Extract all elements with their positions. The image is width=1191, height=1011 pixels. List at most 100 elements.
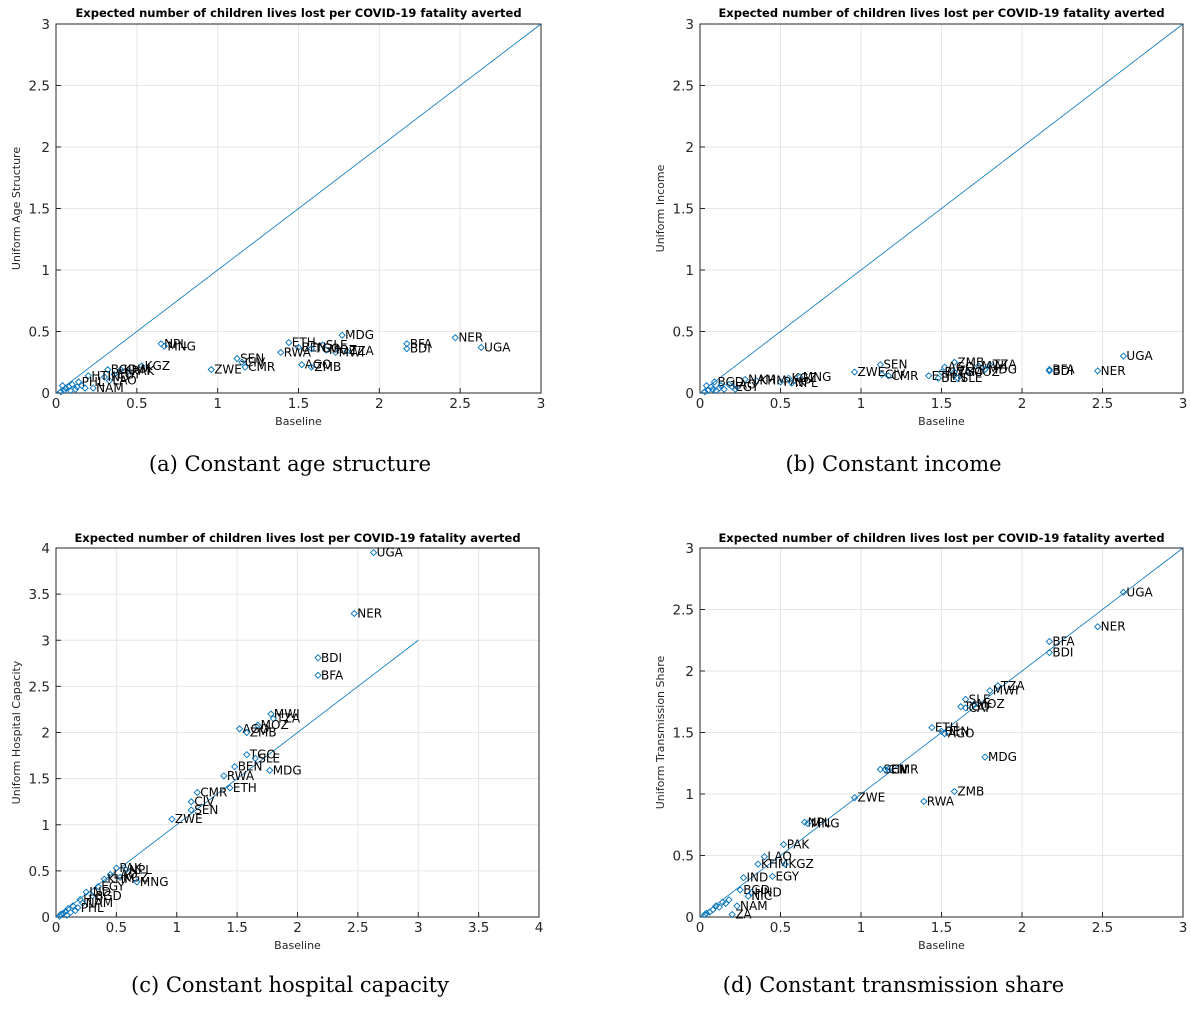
point-label: RWA bbox=[227, 769, 255, 783]
data-point bbox=[878, 370, 886, 379]
point-label: NPL bbox=[164, 337, 187, 351]
data-point bbox=[720, 385, 728, 393]
y-axis-label-b: Uniform Income bbox=[654, 164, 667, 252]
point-label: BFA bbox=[321, 668, 344, 682]
data-point bbox=[981, 365, 989, 374]
point-label: BGD bbox=[111, 363, 138, 377]
point-label: AGO bbox=[948, 727, 975, 741]
x-tick-label: 0.5 bbox=[770, 396, 791, 412]
data-point bbox=[728, 383, 736, 391]
point-label: ETH bbox=[935, 721, 959, 735]
point-label: BDI bbox=[1052, 364, 1073, 378]
point-label: BFA bbox=[410, 337, 433, 351]
point-label: NAM bbox=[748, 372, 776, 386]
data-point bbox=[1119, 588, 1128, 596]
point-label: TZA bbox=[1000, 679, 1026, 693]
point-label: ZMB bbox=[957, 785, 984, 799]
data-point bbox=[55, 912, 64, 920]
x-tick-label: 1 bbox=[857, 920, 866, 936]
data-point bbox=[138, 362, 146, 370]
point-label: ZMB bbox=[250, 726, 277, 740]
x-tick-label: 0 bbox=[52, 396, 61, 412]
x-tick-label: 4 bbox=[535, 920, 544, 936]
x-axis-label-c: Baseline bbox=[274, 939, 321, 952]
x-axis-label-a: Baseline bbox=[275, 415, 322, 428]
x-tick-label: 2.5 bbox=[1092, 920, 1113, 936]
data-point bbox=[739, 874, 748, 882]
point-label: BEN bbox=[941, 371, 966, 385]
point-label: CMR bbox=[891, 762, 918, 776]
data-point bbox=[314, 654, 322, 662]
point-label: PAK bbox=[132, 364, 156, 378]
data-point bbox=[231, 762, 239, 771]
y-tick-label: 2 bbox=[41, 140, 50, 156]
x-tick-label: 0 bbox=[696, 920, 705, 936]
point-label: RWA bbox=[927, 794, 955, 808]
y-tick-label: 0.5 bbox=[673, 849, 694, 865]
point-label: TGO bbox=[313, 342, 340, 356]
y-tick-label: 3 bbox=[41, 633, 50, 649]
chart-title-b: Expected number of children lives lost p… bbox=[718, 6, 1164, 20]
data-point bbox=[722, 899, 730, 908]
point-label: SEN bbox=[194, 803, 218, 817]
caption-b: (b) Constant income bbox=[785, 452, 1002, 476]
point-label: KHM bbox=[124, 363, 151, 377]
point-label: MOZ bbox=[329, 343, 357, 357]
data-point bbox=[133, 878, 141, 886]
x-tick-label: 2 bbox=[1018, 396, 1027, 412]
point-label: UGA bbox=[484, 340, 511, 354]
y-tick-label: 3 bbox=[685, 17, 694, 33]
data-point bbox=[277, 348, 285, 357]
point-label: ZWE bbox=[175, 812, 203, 826]
point-label: EGY bbox=[117, 368, 141, 382]
x-tick-label: 2 bbox=[375, 396, 384, 412]
point-label: HND bbox=[755, 885, 782, 899]
x-tick-label: 0.5 bbox=[770, 920, 791, 936]
point-label: BGD bbox=[95, 889, 122, 903]
data-point bbox=[266, 766, 274, 774]
point-label: RWA bbox=[284, 345, 312, 359]
data-point bbox=[1119, 352, 1128, 360]
data-point bbox=[712, 386, 720, 395]
point-label: SLE bbox=[258, 751, 280, 765]
point-label: PAK bbox=[784, 375, 808, 389]
data-point bbox=[731, 385, 740, 393]
point-label: SEN bbox=[240, 352, 264, 366]
data-point bbox=[100, 875, 108, 883]
data-point bbox=[241, 363, 249, 371]
y-tick-label: 0 bbox=[41, 910, 50, 926]
x-tick-label: 3 bbox=[1179, 920, 1188, 936]
y-tick-label: 0.5 bbox=[29, 325, 50, 341]
data-point bbox=[68, 380, 76, 389]
y-tick-label: 1.5 bbox=[29, 772, 50, 788]
data-point bbox=[104, 365, 112, 374]
point-label: LAO bbox=[767, 850, 791, 864]
data-point bbox=[403, 345, 411, 353]
data-point bbox=[744, 892, 752, 900]
point-label: CMR bbox=[891, 369, 918, 383]
x-tick-label: 1.5 bbox=[288, 396, 309, 412]
x-tick-label: 0 bbox=[52, 920, 61, 936]
data-point bbox=[941, 363, 949, 371]
point-label: ZWE bbox=[858, 365, 886, 379]
data-point bbox=[776, 378, 785, 386]
data-point bbox=[701, 910, 709, 919]
data-point bbox=[717, 381, 725, 390]
data-point bbox=[207, 365, 215, 374]
data-point bbox=[1045, 637, 1054, 646]
x-tick-label: 2 bbox=[1018, 920, 1027, 936]
point-label: BDI bbox=[1052, 646, 1073, 660]
point-label: TZA bbox=[992, 358, 1018, 372]
point-label: IND bbox=[108, 370, 130, 384]
data-point bbox=[965, 368, 973, 376]
data-point bbox=[725, 380, 733, 389]
data-point bbox=[66, 908, 75, 917]
data-point bbox=[876, 361, 884, 369]
data-point bbox=[100, 373, 109, 381]
data-point bbox=[238, 358, 246, 366]
data-point bbox=[294, 343, 303, 352]
point-label: ETH bbox=[292, 336, 316, 350]
data-point bbox=[937, 727, 946, 735]
point-label: ZWE bbox=[214, 363, 242, 377]
